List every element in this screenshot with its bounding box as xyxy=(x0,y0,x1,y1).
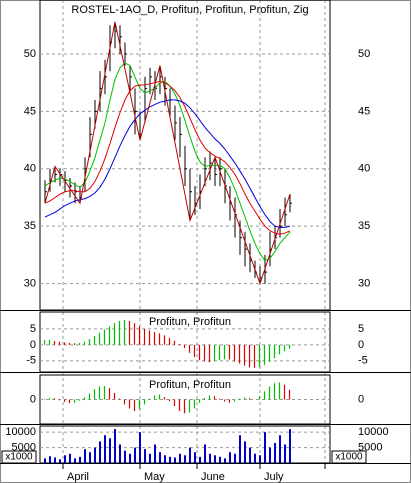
y-tick-label-right: 35 xyxy=(358,220,370,232)
y-tick-label-left: 5 xyxy=(30,323,36,335)
y-tick-label-right: 40 xyxy=(358,163,370,175)
y-tick-label-left: 45 xyxy=(24,105,36,117)
volume-bar xyxy=(49,456,51,463)
y-tick-label-left: -5 xyxy=(26,355,36,367)
y-tick-label-right: 50 xyxy=(358,48,370,60)
volume-bar xyxy=(44,458,46,463)
volume-bar xyxy=(264,432,266,463)
moving-average xyxy=(44,81,291,235)
volume-bar xyxy=(184,455,186,463)
volume-bar xyxy=(234,453,236,463)
volume-bar xyxy=(204,444,206,463)
volume-bar xyxy=(154,444,156,463)
volume-bar xyxy=(104,435,106,463)
volume-bar xyxy=(189,447,191,463)
volume-bar xyxy=(169,456,171,463)
panel-title: ROSTEL-1AO_D, Profitun, Profitun, Profit… xyxy=(71,4,308,16)
x-tick-label: July xyxy=(264,471,284,483)
volume-bar xyxy=(224,458,226,463)
y-tick-label-left: 0 xyxy=(30,393,36,405)
panel-title: Profitun, Profitun xyxy=(149,316,231,328)
x-tick-label: May xyxy=(144,471,165,483)
volume-bar xyxy=(164,455,166,463)
y-tick-label-left: 10000 xyxy=(5,426,36,438)
volume-bar xyxy=(214,455,216,463)
volume-bar xyxy=(289,429,291,463)
volume-bar xyxy=(79,456,81,463)
panel-title: Profitun, Profitun xyxy=(149,379,231,391)
volume-bar xyxy=(74,458,76,463)
y-tick-label-right: 5 xyxy=(358,323,364,335)
volume-bar xyxy=(269,447,271,463)
volume-bar xyxy=(114,429,116,463)
volume-bar xyxy=(124,450,126,463)
x-tick-label: June xyxy=(201,471,225,483)
volume-bar xyxy=(244,441,246,463)
volume-bar xyxy=(84,449,86,463)
volume-bar xyxy=(179,453,181,463)
y-tick-label-right: -5 xyxy=(358,355,368,367)
y-tick-label-right: 0 xyxy=(358,339,364,351)
y-tick-label-left: 5000 xyxy=(12,441,36,453)
volume-bar xyxy=(139,432,141,463)
volume-bar xyxy=(129,453,131,463)
unit-box-right xyxy=(331,450,367,464)
volume-bar xyxy=(209,453,211,463)
y-tick-label-right: 45 xyxy=(358,105,370,117)
volume-bar xyxy=(199,456,201,463)
volume-bar xyxy=(89,452,91,463)
volume-bar xyxy=(284,444,286,463)
volume-bar xyxy=(109,438,111,463)
y-tick-label-right: 5000 xyxy=(358,441,382,453)
volume-bar xyxy=(239,435,241,463)
y-tick-label-right: 0 xyxy=(358,393,364,405)
volume-bar xyxy=(144,449,146,463)
volume-bar xyxy=(59,459,61,463)
unit-label-left: x1000 xyxy=(5,452,33,463)
unit-box-left xyxy=(1,450,37,464)
volume-bar xyxy=(69,453,71,463)
y-tick-label-left: 35 xyxy=(24,220,36,232)
y-tick-label-right: 30 xyxy=(358,277,370,289)
y-tick-label-right: 10000 xyxy=(358,426,389,438)
volume-bar xyxy=(259,455,261,463)
volume-bar xyxy=(219,456,221,463)
volume-bar xyxy=(174,457,176,463)
volume-bar xyxy=(194,452,196,463)
y-tick-label-left: 50 xyxy=(24,48,36,60)
y-tick-label-left: 30 xyxy=(24,277,36,289)
volume-bar xyxy=(279,435,281,463)
volume-bar xyxy=(54,457,56,463)
volume-bar xyxy=(99,441,101,463)
volume-bar xyxy=(229,452,231,463)
volume-bar xyxy=(159,452,161,463)
volume-bar xyxy=(64,455,66,463)
volume-bar xyxy=(94,447,96,463)
volume-bar xyxy=(119,444,121,463)
unit-label-right: x1000 xyxy=(335,452,363,463)
moving-average xyxy=(44,99,291,228)
x-tick-label: April xyxy=(67,471,89,483)
zigzag xyxy=(44,21,291,286)
volume-bar xyxy=(134,447,136,463)
volume-bar xyxy=(254,453,256,463)
y-tick-label-left: 0 xyxy=(30,339,36,351)
y-tick-label-left: 40 xyxy=(24,163,36,175)
volume-bar xyxy=(274,442,276,463)
volume-bar xyxy=(249,447,251,463)
volume-bar xyxy=(149,453,151,463)
